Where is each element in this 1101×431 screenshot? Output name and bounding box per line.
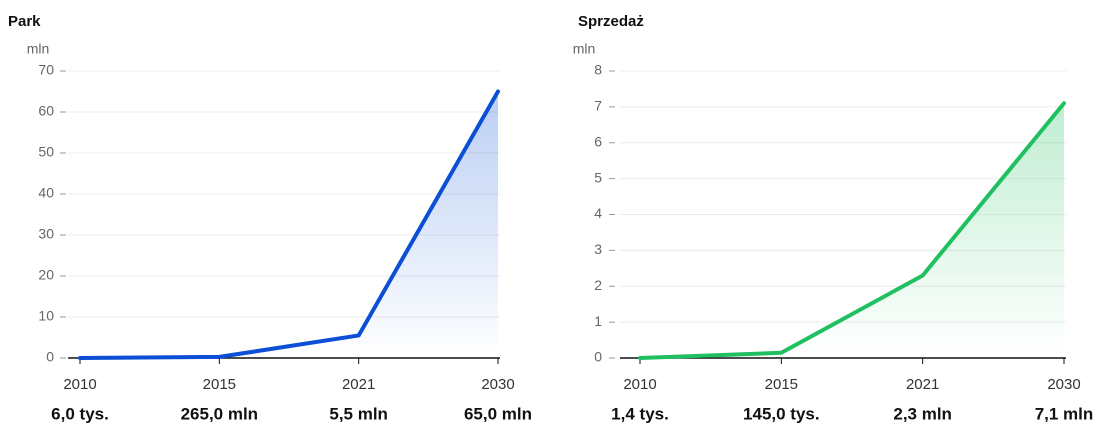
y-tick-label: 60 (38, 103, 54, 119)
y-tick-label: 3 (594, 241, 602, 257)
y-axis-label: mln (27, 41, 50, 57)
value-label: 2,3 mln (893, 404, 952, 423)
value-label: 6,0 tys. (51, 404, 109, 423)
y-tick-label: 4 (594, 205, 602, 221)
y-tick-label: 0 (594, 349, 602, 365)
y-tick-label: 1 (594, 313, 602, 329)
y-tick-label: 7 (594, 98, 602, 114)
x-tick-label: 2010 (63, 376, 96, 393)
y-tick-label: 10 (38, 308, 54, 324)
y-tick-label: 20 (38, 267, 54, 283)
y-tick-label: 6 (594, 133, 602, 149)
y-axis-label: mln (573, 41, 596, 57)
line (78, 89, 500, 360)
y-tick-label: 2 (594, 277, 602, 293)
x-tick-label: 2015 (203, 376, 236, 393)
line (638, 101, 1066, 360)
x-tick-label: 2030 (1047, 376, 1080, 393)
value-label: 65,0 mln (464, 404, 532, 423)
y-tick-label: 70 (38, 62, 54, 78)
area (80, 91, 498, 358)
x-tick-label: 2015 (765, 376, 798, 393)
value-label: 1,4 tys. (611, 404, 669, 423)
x-tick-label: 2021 (906, 376, 939, 393)
area (640, 103, 1064, 358)
value-label: 5,5 mln (329, 404, 388, 423)
y-tick-label: 50 (38, 144, 54, 160)
chart-title: Park (8, 13, 41, 30)
y-tick-label: 0 (46, 349, 54, 365)
y-tick-label: 5 (594, 169, 602, 185)
y-tick-label: 40 (38, 185, 54, 201)
y-tick-label: 8 (594, 62, 602, 78)
x-tick-label: 2021 (342, 376, 375, 393)
value-label: 265,0 mln (181, 404, 259, 423)
x-tick-label: 2010 (623, 376, 656, 393)
x-tick-label: 2030 (481, 376, 514, 393)
chart-title: Sprzedaż (578, 13, 644, 30)
value-label: 7,1 mln (1035, 404, 1094, 423)
value-label: 145,0 tys. (743, 404, 820, 423)
y-tick-label: 30 (38, 226, 54, 242)
